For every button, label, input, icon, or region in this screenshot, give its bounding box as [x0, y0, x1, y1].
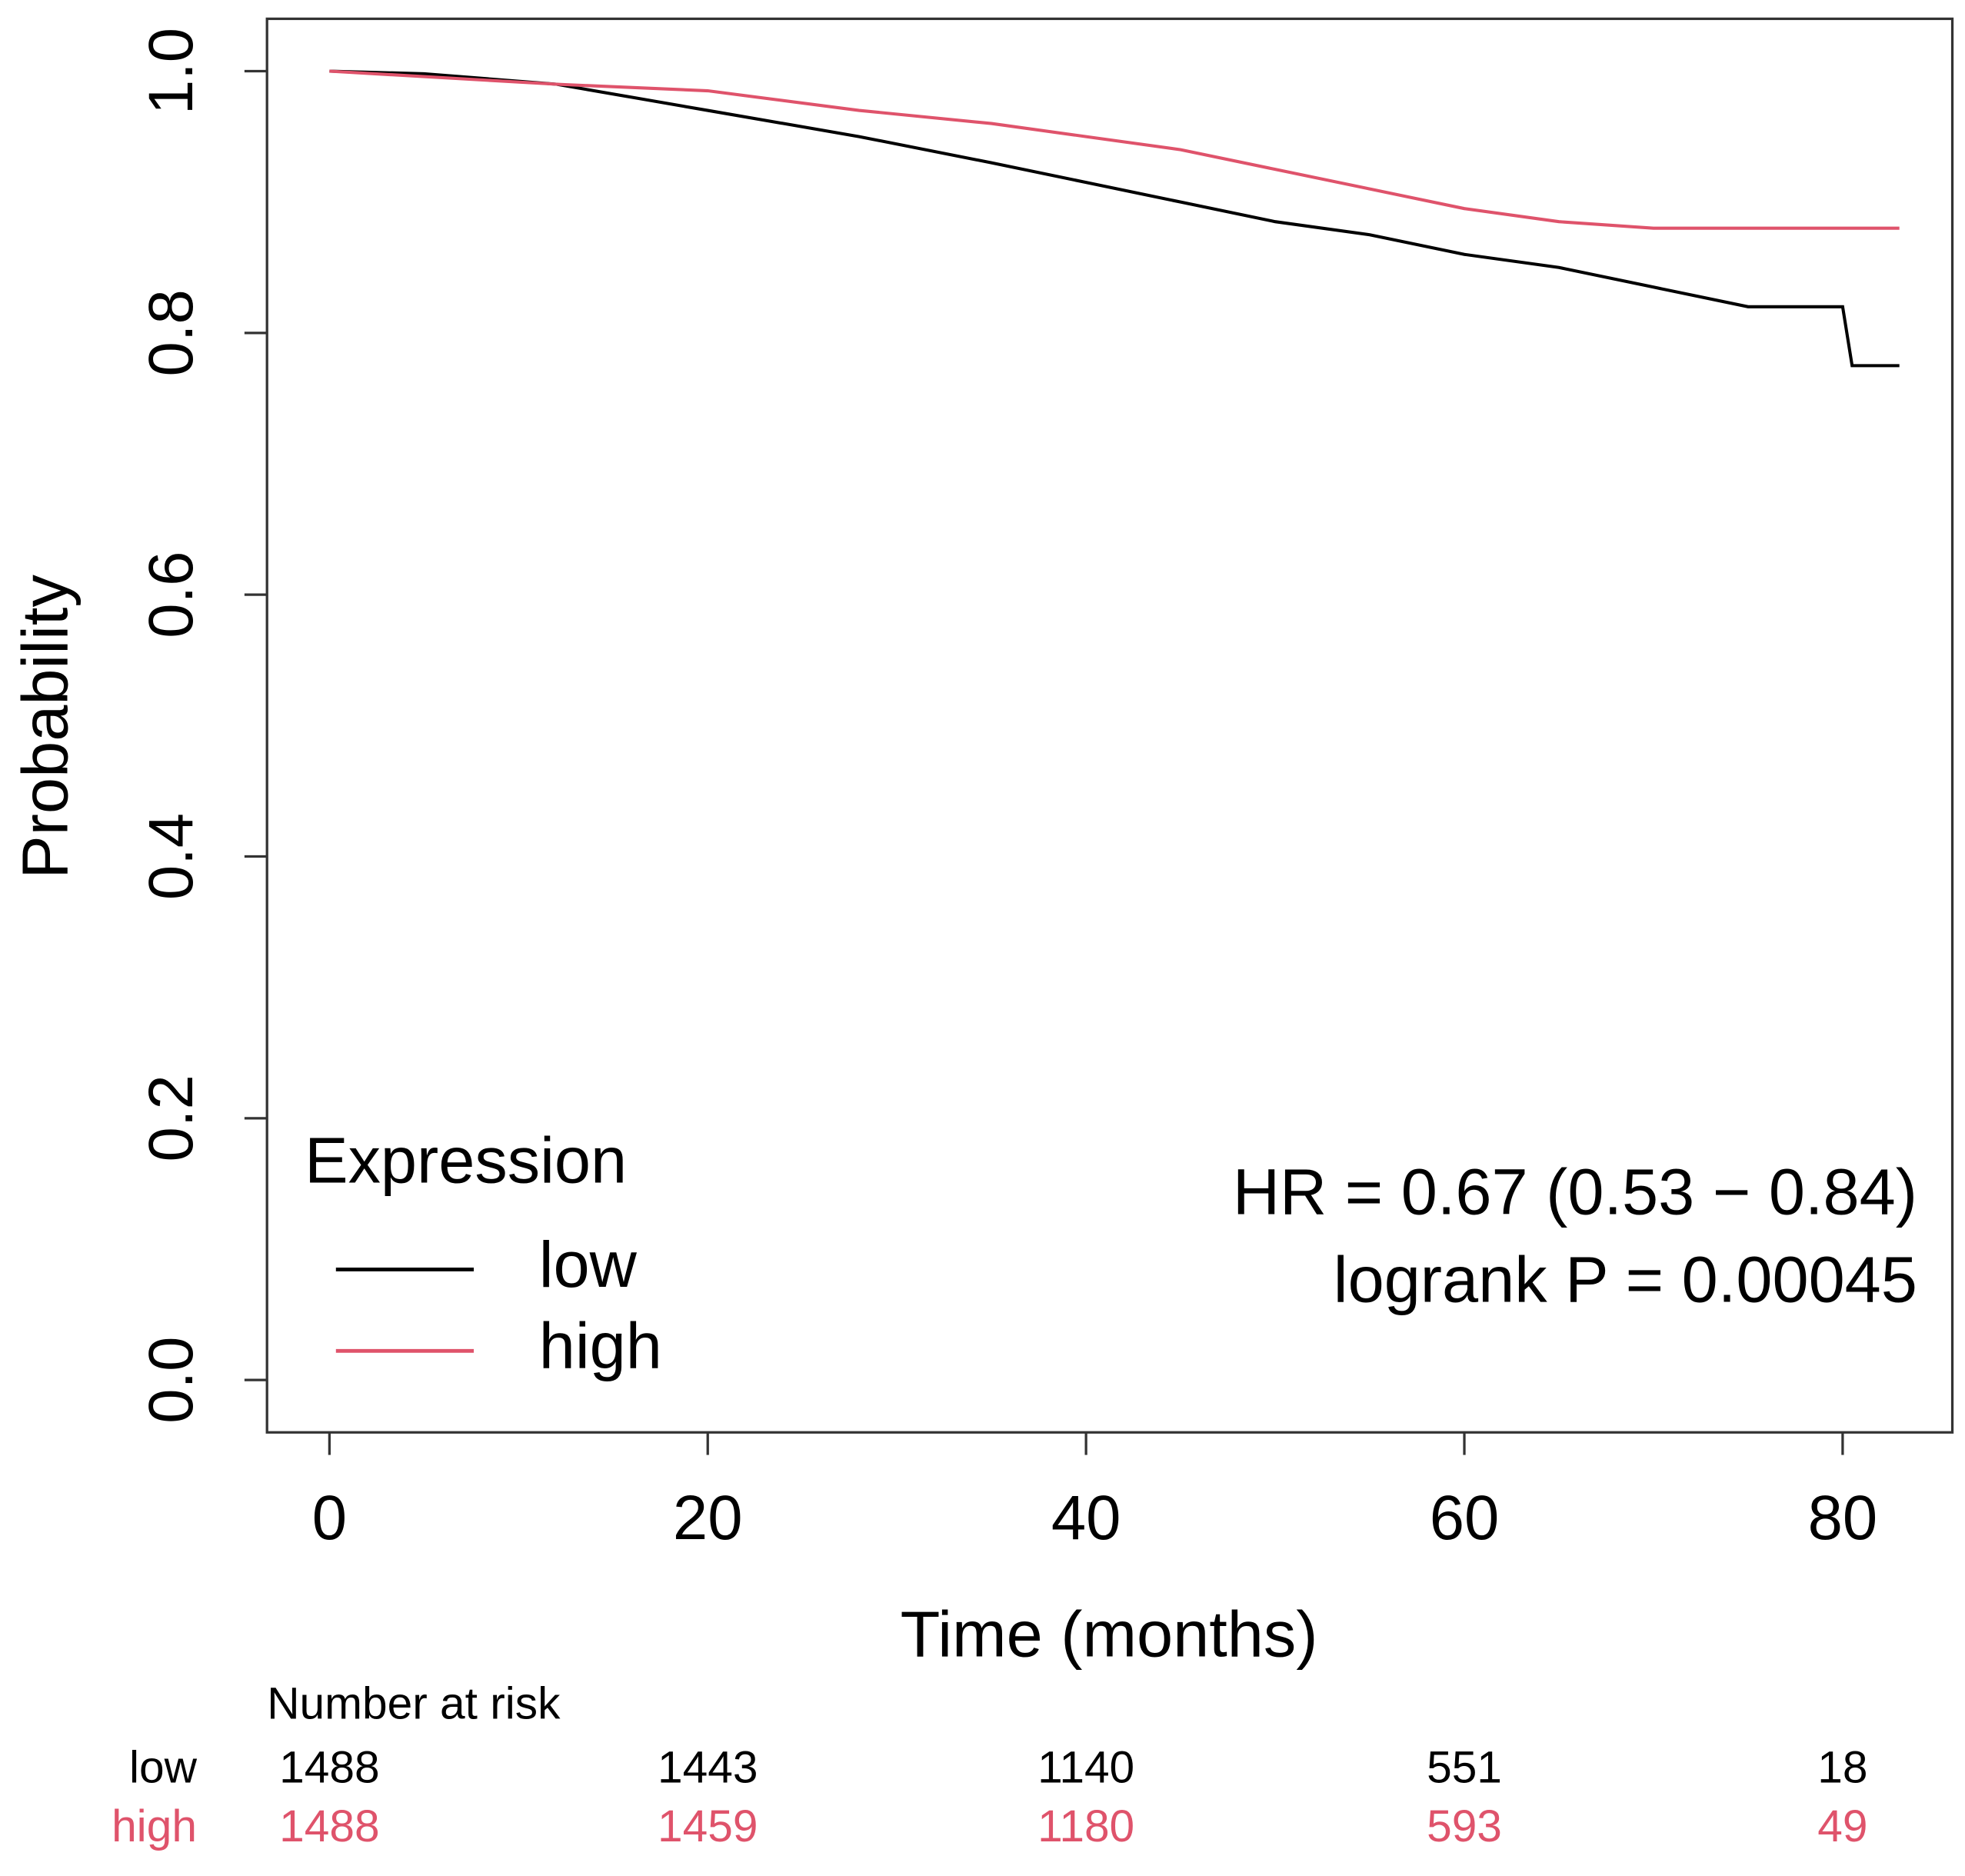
x-tick-label: 40 — [1051, 1483, 1121, 1553]
legend-label: high — [539, 1309, 662, 1382]
plot-frame — [265, 17, 1954, 1434]
risk-value: 551 — [1427, 1743, 1502, 1793]
risk-value: 593 — [1427, 1801, 1502, 1851]
risk-value: 18 — [1817, 1743, 1867, 1793]
y-tick-label: 0.8 — [136, 289, 206, 376]
risk-value: 1443 — [658, 1743, 758, 1793]
y-tick-label: 0.6 — [136, 551, 206, 638]
annotation: HR = 0.67 (0.53 − 0.84) — [1233, 1155, 1917, 1228]
risk-table-title: Number at risk — [267, 1679, 561, 1729]
risk-row-label: low — [129, 1743, 198, 1793]
risk-value: 1488 — [279, 1801, 379, 1851]
x-axis-label: Time (months) — [901, 1597, 1318, 1670]
risk-value: 1459 — [658, 1801, 758, 1851]
annotation: logrank P = 0.00045 — [1334, 1242, 1917, 1315]
survival-line — [329, 69, 1900, 368]
risk-value: 1488 — [279, 1743, 379, 1793]
risk-row-label: high — [112, 1801, 197, 1851]
risk-value: 49 — [1817, 1801, 1867, 1851]
y-axis-label: Probability — [8, 575, 82, 879]
survival-line — [329, 69, 1900, 230]
legend-label: low — [539, 1228, 638, 1301]
y-tick-label: 0.2 — [136, 1075, 206, 1161]
x-tick-label: 0 — [312, 1483, 347, 1553]
legend-title: Expression — [305, 1124, 627, 1197]
x-tick-label: 20 — [673, 1483, 743, 1553]
risk-value: 1140 — [1037, 1743, 1134, 1793]
y-tick-label: 1.0 — [136, 28, 206, 115]
y-tick-label: 0.4 — [136, 813, 206, 900]
risk-value: 1180 — [1037, 1801, 1134, 1851]
x-tick-label: 80 — [1808, 1483, 1878, 1553]
y-tick-label: 0.0 — [136, 1337, 206, 1424]
x-tick-label: 60 — [1430, 1483, 1500, 1553]
